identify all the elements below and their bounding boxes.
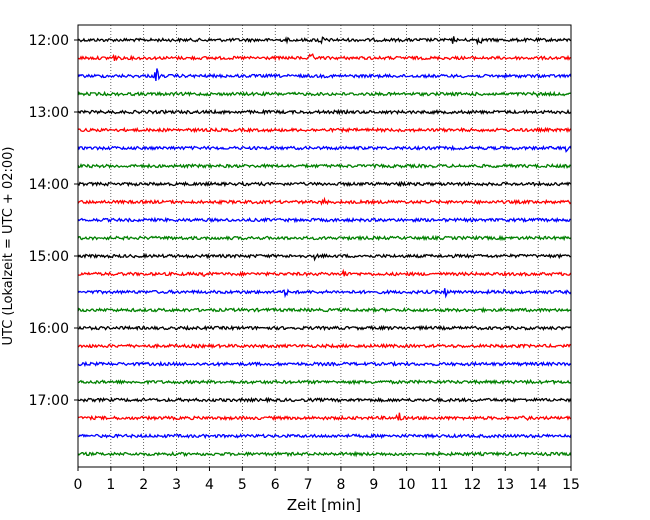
- x-tick-label: 9: [369, 477, 378, 493]
- trace-1600: [77, 324, 572, 332]
- y-tick-label: 14:00: [29, 177, 69, 193]
- y-axis-label: UTC (Lokalzeit = UTC + 02:00): [1, 147, 16, 346]
- trace-1745: [77, 450, 572, 458]
- trace-1715: [77, 412, 572, 422]
- trace-1300: [77, 108, 572, 116]
- trace-1415: [77, 196, 572, 206]
- trace-1645: [77, 378, 572, 386]
- plot-frame: [77, 24, 572, 468]
- trace-1445: [77, 234, 572, 242]
- trace-1730: [77, 432, 572, 440]
- y-axis: 12:00 13:00 14:00 15:00 16:00 17:00: [29, 33, 78, 409]
- trace-1200: [77, 36, 572, 46]
- x-axis-label: Zeit [min]: [287, 496, 361, 514]
- trace-1230: [77, 68, 572, 81]
- x-tick-label: 2: [139, 477, 148, 493]
- x-tick-label: 11: [431, 477, 449, 493]
- traces: [77, 36, 572, 458]
- y-tick-label: 12:00: [29, 33, 69, 49]
- trace-1530: [77, 288, 572, 299]
- y-tick-label: 17:00: [29, 393, 69, 409]
- x-tick-label: 5: [238, 477, 247, 493]
- x-tick-label: 4: [205, 477, 214, 493]
- trace-1215: [77, 53, 572, 62]
- y-tick-label: 13:00: [29, 105, 69, 121]
- trace-1345: [77, 162, 572, 170]
- plot-area: [78, 25, 571, 467]
- y-tick-label: 15:00: [29, 249, 69, 265]
- x-tick-label: 3: [172, 477, 181, 493]
- trace-1315: [77, 126, 572, 134]
- trace-1515: [77, 268, 572, 278]
- trace-1630: [77, 360, 572, 368]
- trace-1430: [77, 216, 572, 224]
- x-tick-label: 14: [529, 477, 547, 493]
- x-tick-label: 0: [74, 477, 83, 493]
- x-tick-label: 10: [398, 477, 416, 493]
- x-tick-label: 8: [336, 477, 345, 493]
- trace-1545: [77, 306, 572, 314]
- x-tick-label: 12: [463, 477, 481, 493]
- x-tick-label: 15: [562, 477, 580, 493]
- x-tick-label: 7: [304, 477, 313, 493]
- y-tick-label: 16:00: [29, 321, 69, 337]
- trace-1615: [77, 342, 572, 350]
- x-axis: 0 1 2 3 4 5 6 7 8 9 10 11 12 13 14 15: [74, 467, 580, 493]
- trace-1500: [77, 252, 572, 262]
- x-tick-label: 13: [496, 477, 514, 493]
- x-tick-label: 1: [106, 477, 115, 493]
- trace-1400: [77, 180, 572, 188]
- trace-1700: [77, 396, 572, 404]
- trace-1245: [77, 90, 572, 98]
- x-tick-label: 6: [271, 477, 280, 493]
- trace-1330: [77, 144, 572, 153]
